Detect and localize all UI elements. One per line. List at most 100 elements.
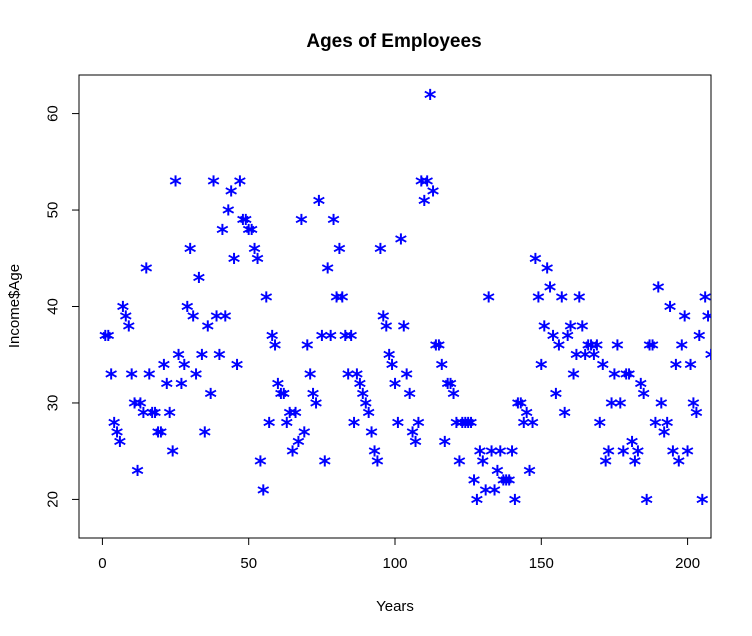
x-tick-label: 50 <box>240 555 257 572</box>
data-point: * <box>433 335 446 363</box>
data-point: * <box>471 489 484 517</box>
data-point: * <box>395 229 408 257</box>
data-point: * <box>526 412 539 440</box>
data-point: * <box>222 200 235 228</box>
data-point: * <box>500 470 513 498</box>
data-point: * <box>383 345 396 373</box>
data-point: * <box>670 354 683 382</box>
data-point: * <box>216 219 229 247</box>
data-point: * <box>547 325 560 353</box>
y-tick-label: 20 <box>44 491 61 508</box>
data-point: * <box>125 364 138 392</box>
y-axis-label: Income$Age <box>6 264 23 348</box>
data-point: * <box>155 422 168 450</box>
x-axis: 0 50 100 150 200 <box>98 537 700 572</box>
data-point: * <box>658 422 671 450</box>
data-point: * <box>225 181 238 209</box>
data-point: * <box>620 364 633 392</box>
data-point: * <box>705 345 718 373</box>
data-point: * <box>468 470 481 498</box>
data-point: * <box>488 480 501 508</box>
data-point: * <box>441 374 454 402</box>
x-tick-label: 0 <box>98 555 106 572</box>
data-point: * <box>456 412 469 440</box>
data-point: * <box>605 393 618 421</box>
data-point: * <box>193 268 206 296</box>
data-point: * <box>318 451 331 479</box>
data-point: * <box>280 412 293 440</box>
data-point: * <box>608 364 621 392</box>
data-point: * <box>596 354 609 382</box>
data-point: * <box>137 403 150 431</box>
data-point: * <box>675 335 688 363</box>
data-point: * <box>181 297 194 325</box>
y-axis: 20 30 40 50 60 <box>44 105 80 508</box>
data-point: * <box>365 422 378 450</box>
data-point: * <box>210 306 223 334</box>
data-point: * <box>503 470 516 498</box>
data-point: * <box>617 441 630 469</box>
data-point: * <box>523 460 536 488</box>
data-point: * <box>310 393 323 421</box>
data-point: * <box>359 393 372 421</box>
data-point: * <box>128 393 141 421</box>
data-point: * <box>143 364 156 392</box>
data-point: * <box>108 412 121 440</box>
data-point: * <box>263 412 276 440</box>
data-point: * <box>629 451 642 479</box>
data-point: * <box>131 460 144 488</box>
data-point: * <box>453 451 466 479</box>
data-point: * <box>406 422 419 450</box>
data-point: * <box>550 383 563 411</box>
y-tick-label: 40 <box>44 298 61 315</box>
data-point: * <box>444 374 457 402</box>
data-point: * <box>166 441 179 469</box>
data-point: * <box>567 364 580 392</box>
data-point: * <box>418 190 431 218</box>
data-point: * <box>169 171 182 199</box>
data-point: * <box>555 287 568 315</box>
data-point: * <box>634 374 647 402</box>
data-point: * <box>649 412 662 440</box>
data-point: * <box>313 190 326 218</box>
data-point: * <box>163 403 176 431</box>
data-point: * <box>122 316 135 344</box>
data-point: * <box>380 316 393 344</box>
data-point: * <box>283 403 296 431</box>
data-point: * <box>482 287 495 315</box>
data-point: * <box>266 325 279 353</box>
data-point: * <box>158 354 171 382</box>
data-point: * <box>438 432 451 460</box>
data-point: * <box>415 171 428 199</box>
data-point: * <box>529 248 542 276</box>
data-point: * <box>491 460 504 488</box>
data-point: * <box>392 412 405 440</box>
data-point: * <box>111 422 124 450</box>
data-point: * <box>474 441 487 469</box>
chart-title: Ages of Employees <box>306 31 481 52</box>
data-point: * <box>357 383 370 411</box>
data-point: * <box>368 441 381 469</box>
data-point: * <box>201 316 214 344</box>
y-tick-label: 60 <box>44 105 61 122</box>
data-point: * <box>520 403 533 431</box>
data-point: * <box>242 219 255 247</box>
data-point: * <box>278 383 291 411</box>
data-point: * <box>333 239 346 267</box>
data-point: * <box>588 345 601 373</box>
data-point: * <box>541 258 554 286</box>
data-point: * <box>576 316 589 344</box>
data-point: * <box>515 393 528 421</box>
data-point: * <box>149 403 162 431</box>
data-point: * <box>286 441 299 469</box>
data-point: * <box>324 325 337 353</box>
data-point: * <box>696 489 709 517</box>
y-tick-label: 50 <box>44 202 61 219</box>
data-point: * <box>462 412 475 440</box>
data-point: * <box>509 489 522 517</box>
data-point: * <box>301 335 314 363</box>
data-point: * <box>386 354 399 382</box>
data-point: * <box>254 451 267 479</box>
data-point: * <box>421 171 434 199</box>
